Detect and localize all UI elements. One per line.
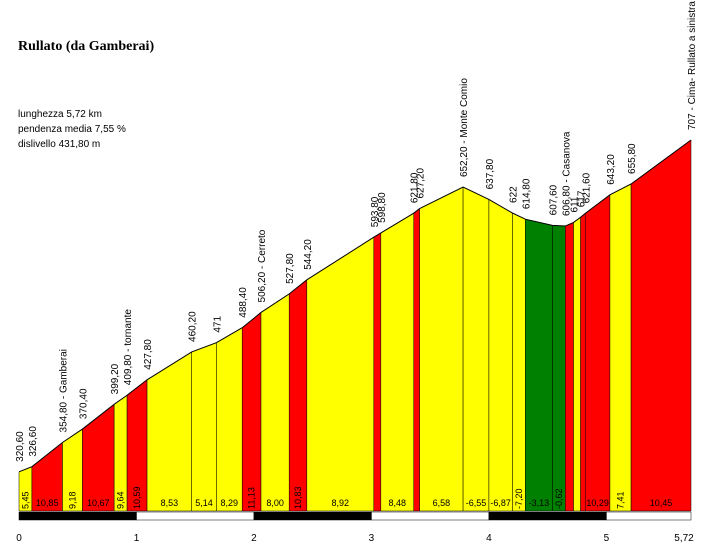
gradient-label: -0,62: [554, 488, 564, 509]
km-tick-label: 1: [134, 533, 140, 544]
elevation-label: 471: [212, 316, 223, 333]
elevation-label: 614,80: [521, 178, 532, 209]
elevation-label: 606,80 - Casanova: [561, 131, 572, 216]
gradient-label: 5,45: [20, 491, 30, 509]
gradient-segment: [630, 139, 692, 512]
gradient-segment: [241, 311, 262, 512]
gradient-label: 11,13: [247, 487, 257, 509]
gradient-segment: [380, 212, 414, 512]
elevation-label: 354,80 - Gamberai: [58, 349, 69, 432]
elevation-label: 370,40: [78, 388, 89, 419]
elevation-label: 621,60: [581, 172, 592, 203]
gradient-label: -6,55: [466, 498, 487, 508]
km-scale-block: [253, 511, 372, 521]
km-scale-bar: [18, 511, 692, 521]
gradient-label: -7,20: [514, 488, 524, 509]
gradient-segment: [260, 293, 290, 512]
stat-average-gradient: pendenza media 7,55 %: [18, 124, 126, 135]
gradient-segment: [216, 327, 243, 512]
gradient-segment: [609, 183, 632, 512]
gradient-label: 8,48: [389, 498, 407, 508]
elevation-label: 621,80: [410, 172, 421, 203]
gradient-label: 7,41: [616, 491, 626, 509]
gradient-segment: [419, 186, 464, 512]
elevation-label: 627,20: [416, 168, 427, 199]
elevation-label: 607,60: [548, 184, 559, 215]
gradient-segment: [82, 403, 115, 512]
gradient-segment: [191, 342, 217, 512]
elevation-label: 707 - Cima- Rullato a sinistra: [687, 1, 698, 130]
gradient-segment: [580, 212, 586, 512]
stat-elevation-gain: dislivello 431,80 m: [18, 139, 100, 150]
elevation-label: 488,40: [238, 287, 249, 318]
gradient-label: 8,53: [161, 498, 179, 508]
gradient-label: 8,00: [266, 498, 284, 508]
gradient-label: 10,59: [132, 486, 142, 509]
gradient-label: 9,18: [67, 491, 77, 509]
gradient-label: -3,13: [529, 498, 550, 508]
stat-length: lunghezza 5,72 km: [18, 109, 102, 120]
gradient-label: 8,29: [221, 498, 239, 508]
km-scale-block: [488, 511, 607, 521]
gradient-label: 10,83: [293, 486, 303, 509]
elevation-label: 460,20: [188, 311, 199, 342]
gradient-label: 6,58: [433, 498, 451, 508]
gradient-label: 5,14: [195, 498, 213, 508]
km-tick-label: 3: [369, 533, 375, 544]
km-scale-block: [18, 511, 137, 521]
gradient-label: 10,45: [650, 498, 673, 508]
chart-title: Rullato (da Gamberai): [18, 39, 154, 54]
gradient-labels: 5,45 10,85 9,18 10,67 9,64 10,59 8,53 5,14 8,29 1…: [20, 486, 672, 509]
elevation-label: 643,20: [606, 154, 617, 185]
profile-outline: [18, 139, 692, 473]
elevation-label: 506,20 - Cerreto: [257, 229, 268, 302]
elevation-label: 409,80 - tornante: [123, 309, 134, 386]
elevation-label: 622: [508, 186, 519, 203]
gradient-segment: [573, 216, 581, 512]
elevation-label: 544,20: [303, 239, 314, 270]
elevation-label: 527,80: [285, 253, 296, 284]
gradient-segment: [288, 279, 308, 512]
km-scale-block: [136, 511, 255, 521]
elevation-label: 427,80: [143, 339, 154, 370]
gradient-label: 10,67: [87, 498, 110, 508]
elevation-label: 652,20 - Monte Comio: [459, 78, 470, 177]
gradient-segment: [512, 212, 526, 512]
km-scale-block: [606, 511, 692, 521]
gradient-label: 10,85: [36, 498, 59, 508]
elevation-label: 326,60: [28, 426, 39, 457]
km-tick-label: 2: [251, 533, 257, 544]
km-scale-block: [371, 511, 490, 521]
gradient-segment: [552, 225, 566, 512]
km-tick-label: 5: [604, 533, 610, 544]
km-tick-label: 0: [16, 533, 22, 544]
gradient-label: 9,64: [116, 491, 126, 509]
km-tick-labels: 0 1 2 3 4 5 5,72: [16, 533, 694, 544]
gradient-segment: [565, 222, 574, 512]
gradient-segment: [462, 186, 490, 512]
km-tick-label: 5,72: [674, 533, 694, 544]
gradient-segments: [18, 139, 692, 512]
gradient-segment: [488, 198, 513, 512]
gradient-label: 10,29: [586, 498, 609, 508]
elevation-label: 598,80: [377, 192, 388, 223]
elevation-label: 399,20: [110, 363, 121, 394]
elevation-label: 655,80: [627, 143, 638, 174]
elevation-label: 593,80: [370, 196, 381, 227]
elevation-labels: 320,60 326,60 354,80 - Gamberai 370,40 399,2…: [15, 1, 698, 462]
gradient-segment: [585, 194, 611, 512]
elevation-label: 617: [577, 190, 588, 207]
gradient-label: -6,87: [490, 498, 511, 508]
gradient-segment: [373, 232, 382, 512]
elevation-label: 320,60: [15, 431, 26, 462]
km-tick-label: 4: [486, 533, 492, 544]
gradient-segment: [413, 208, 420, 512]
elevation-label: 611: [570, 196, 581, 212]
gradient-label: 8,92: [332, 498, 350, 508]
gradient-segment: [525, 218, 553, 512]
elevation-label: 637,80: [485, 158, 496, 189]
gradient-segment: [306, 236, 375, 512]
